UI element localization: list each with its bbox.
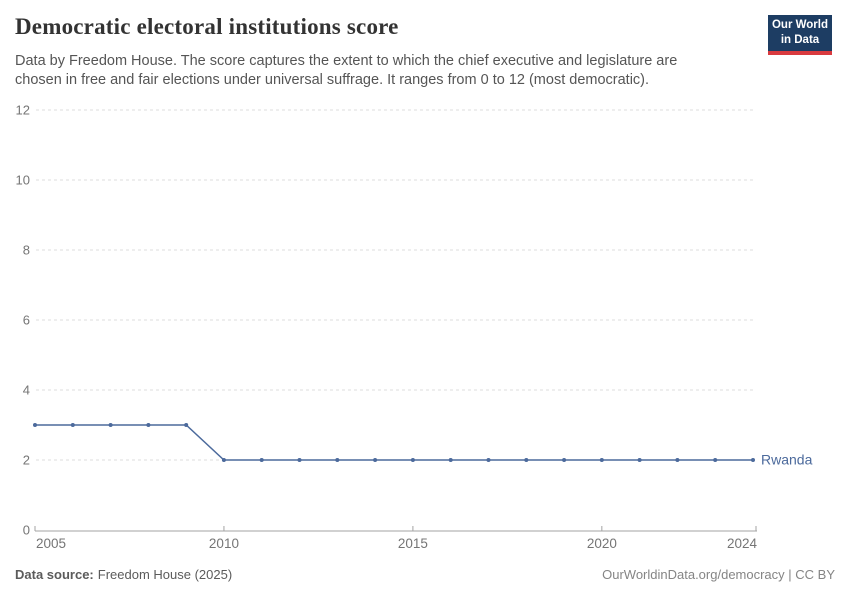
data-point-2021 <box>637 458 642 462</box>
credit-link[interactable]: OurWorldinData.org/democracy | CC BY <box>602 567 835 582</box>
x-tick-label-2015: 2015 <box>398 536 428 551</box>
chart-footer: Data source: Freedom House (2025) OurWorl… <box>15 567 835 582</box>
data-point-2022 <box>675 458 680 462</box>
owid-logo[interactable]: Our World in Data <box>768 15 832 55</box>
owid-logo-line1: Our World <box>771 19 828 31</box>
line-chart: 0 2 4 6 8 10 12 2005 2010 2015 2020 2024 Rwanda <box>16 103 813 552</box>
x-tick-label-2020: 2020 <box>587 536 617 551</box>
data-point-2013 <box>335 458 340 462</box>
data-point-2006 <box>70 423 75 427</box>
data-point-2016 <box>448 458 453 462</box>
data-point-2009 <box>184 423 189 427</box>
x-tick-label-2010: 2010 <box>209 536 239 551</box>
y-tick-label-2: 2 <box>23 453 30 468</box>
y-tick-label-6: 6 <box>23 313 30 328</box>
y-tick-label-12: 12 <box>16 103 30 118</box>
owid-logo-line2: in Data <box>780 33 820 46</box>
data-point-2014 <box>373 458 378 462</box>
chart-title: Democratic electoral institutions score <box>15 14 399 39</box>
y-tick-label-8: 8 <box>23 243 30 258</box>
data-point-2007 <box>108 423 113 427</box>
entity-label-rwanda: Rwanda <box>761 452 813 468</box>
data-point-2012 <box>297 458 302 462</box>
data-point-2008 <box>146 423 151 427</box>
data-point-2015 <box>410 458 415 462</box>
data-point-2023 <box>713 458 718 462</box>
y-tick-label-0: 0 <box>23 523 30 538</box>
data-point-2005 <box>33 423 37 427</box>
y-tick-label-4: 4 <box>23 383 30 398</box>
data-point-2017 <box>486 458 491 462</box>
data-point-2020 <box>599 458 604 462</box>
chart-subtitle: Data by Freedom House. The score capture… <box>15 53 678 89</box>
data-point-2011 <box>259 458 264 462</box>
data-point-2019 <box>562 458 567 462</box>
y-tick-label-10: 10 <box>16 173 30 188</box>
data-point-2010 <box>221 458 226 462</box>
data-point-2018 <box>524 458 529 462</box>
data-point-2024 <box>751 458 755 462</box>
data-source-label: Data source: <box>15 567 94 582</box>
data-source-value: Freedom House (2025) <box>97 567 233 582</box>
series-line-rwanda <box>35 424 753 461</box>
x-tick-label-2005: 2005 <box>36 536 66 551</box>
x-tick-label-2024: 2024 <box>727 536 758 551</box>
data-source: Data source: Freedom House (2025) <box>15 567 232 582</box>
